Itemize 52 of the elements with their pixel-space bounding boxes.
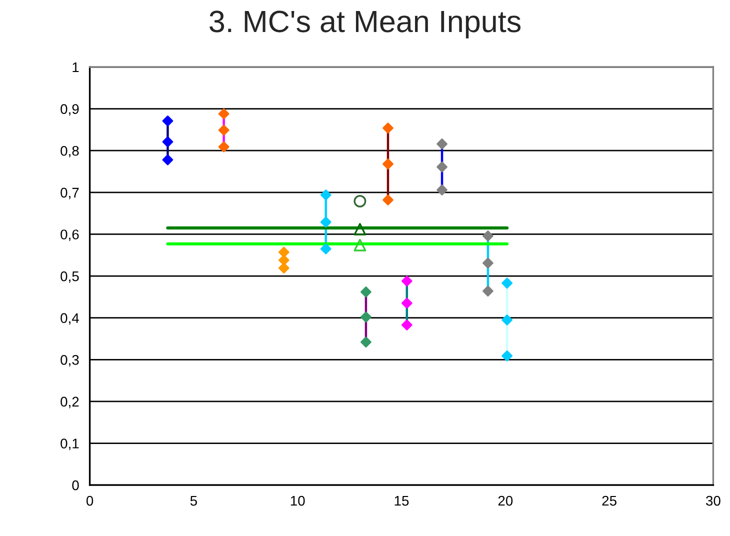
point	[382, 122, 394, 134]
point	[218, 124, 230, 136]
point	[354, 194, 366, 208]
y-tick-label: 0,9	[60, 104, 79, 116]
point	[354, 238, 366, 252]
point	[218, 108, 230, 120]
point	[278, 246, 290, 258]
point	[162, 136, 174, 148]
point	[401, 276, 412, 286]
point	[278, 262, 290, 274]
point	[162, 154, 174, 166]
point	[320, 243, 332, 254]
x-tick-label: 10	[290, 496, 305, 506]
x-tick-label: 30	[706, 496, 720, 506]
point	[382, 158, 394, 170]
point	[401, 320, 412, 330]
y-tick-label: 0,4	[60, 313, 79, 325]
point	[482, 230, 494, 242]
point	[502, 350, 513, 362]
y-tick-label: 0,1	[60, 438, 79, 450]
point	[382, 194, 394, 206]
x-tick-label: 5	[190, 496, 197, 506]
y-tick-label: 0,7	[60, 188, 79, 200]
point	[482, 286, 494, 297]
chart-title: 3. MC's at Mean Inputs	[210, 10, 521, 38]
point	[360, 312, 372, 322]
y-tick-label: 0,6	[60, 230, 79, 242]
y-tick-label: 0,5	[60, 271, 79, 283]
point	[401, 298, 412, 309]
y-tick-label: 0,8	[60, 146, 79, 158]
point	[278, 254, 290, 266]
y-tick-label: 0,3	[60, 354, 79, 366]
point	[354, 223, 366, 236]
y-tick-label: 1	[72, 62, 79, 72]
point	[320, 189, 332, 200]
point	[436, 138, 448, 150]
y-tick-label: 0	[72, 480, 79, 490]
point	[436, 161, 448, 172]
point	[360, 286, 372, 298]
x-tick-label: 20	[498, 496, 513, 506]
point	[218, 141, 230, 152]
point	[502, 314, 513, 326]
point	[320, 216, 332, 228]
point	[482, 258, 494, 269]
x-tick-label: 0	[86, 496, 94, 506]
point	[162, 115, 174, 126]
x-tick-label: 15	[394, 496, 409, 506]
point	[360, 336, 372, 348]
x-tick-label: 25	[602, 496, 616, 506]
point	[436, 184, 448, 196]
point	[502, 278, 513, 289]
y-tick-label: 0,2	[60, 396, 79, 408]
